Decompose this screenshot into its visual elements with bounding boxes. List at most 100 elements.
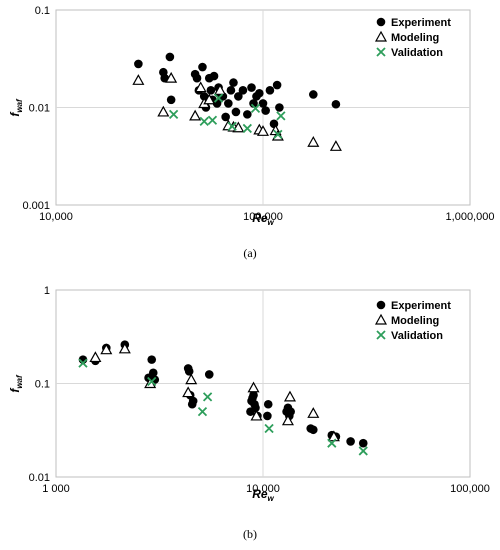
experiment-point [206,86,216,95]
experiment-point [286,407,295,416]
validation-point [168,109,179,120]
modeling-point [247,381,260,393]
experiment-point [247,83,256,92]
validation-point [276,111,286,121]
experiment-point [249,390,258,400]
validation-point [202,392,213,402]
validation-point [250,103,261,113]
legend-swatch-modeling [374,313,388,325]
validation-point [327,438,337,448]
validation-point [78,358,88,368]
data-points [132,52,342,151]
experiment-point [209,71,219,81]
experiment-point [224,99,233,108]
validation-point [264,423,274,434]
validation-point [242,123,252,134]
modeling-point [89,351,102,363]
legend-swatch-experiment [376,300,386,310]
y-tick-label: 0.001 [22,200,50,212]
experiment-point [272,80,282,90]
experiment-point [229,78,238,87]
modeling-point [307,136,320,147]
experiment-point [165,52,175,62]
modeling-point [203,93,216,105]
experiment-point [204,370,214,379]
experiment-point [275,103,284,112]
modeling-point [214,84,227,95]
x-axis-label: Rew [252,211,274,227]
experiment-point [309,90,318,99]
modeling-point [194,81,207,93]
experiment-point [263,411,272,421]
modeling-point [283,390,296,402]
experiment-point [147,355,157,364]
modeling-point [281,414,294,426]
x-tick-label: 100,000 [450,483,490,495]
x-axis-label: Rew [252,487,274,503]
experiment-point [192,73,202,83]
experiment-point [234,92,243,101]
x-tick-label: 1 000 [42,483,70,495]
legend-swatch-validation [376,47,386,57]
experiment-point [134,59,143,69]
y-tick-labels: 0.01 0.1 1 [29,285,50,484]
x-tick-labels: 10,000 100,000 1,000,000 [39,211,494,223]
validation-point [227,121,237,132]
experiment-point [331,99,341,109]
experiment-point [188,396,198,406]
modeling-point [100,343,113,355]
chart-panel-b: 1 000 10,000 100,000 0.01 0.1 1 Rew fwaf Exp… [8,285,490,541]
y-tick-labels: 0.001 0.01 0.1 [22,5,50,212]
experiment-point [184,367,194,376]
legend-label: Validation [391,47,443,59]
validation-point [213,93,224,103]
legend: Experiment Modeling Validation [374,17,451,59]
legend-swatch-validation [376,330,386,340]
x-tick-label: 10,000 [246,483,280,495]
experiment-point [346,437,355,446]
experiment-point [231,107,241,117]
experiment-point [238,86,248,95]
experiment-point [148,368,158,378]
x-tick-label: 10,000 [39,211,73,223]
legend-label: Modeling [391,32,439,44]
experiment-point [251,403,260,413]
modeling-point [329,140,342,151]
experiment-point [226,86,236,95]
experiment-point [198,62,207,72]
experiment-point [309,425,318,435]
experiment-point [263,399,273,409]
modeling-point [157,105,170,117]
experiment-point [249,99,258,108]
modeling-point [250,409,263,421]
validation-point [273,129,283,140]
legend-label: Modeling [391,315,439,327]
experiment-point [261,106,270,115]
y-axis-label: fwaf [8,98,24,117]
modeling-point [256,125,270,136]
validation-point [147,376,157,387]
panel-caption: (a) [243,246,256,260]
gridlines [56,290,470,477]
experiment-point [265,86,275,95]
x-tick-label: 100,000 [243,211,283,223]
legend-swatch-modeling [374,30,388,42]
legend-label: Validation [391,330,443,342]
modeling-point [307,407,320,418]
y-tick-label: 0.01 [29,103,50,115]
y-tick-label: 0.01 [29,472,50,484]
experiment-point [199,92,209,101]
x-tick-labels: 1 000 10,000 100,000 [42,483,490,495]
modeling-point [189,109,202,121]
experiment-point [255,88,264,98]
modeling-point [118,342,131,354]
y-axis-label: fwaf [8,374,24,393]
legend-swatch-experiment [376,17,386,27]
legend-label: Experiment [391,300,451,312]
x-tick-label: 1,000,000 [446,211,495,223]
validation-point [358,446,368,456]
validation-point [197,407,208,417]
validation-point [207,115,218,125]
